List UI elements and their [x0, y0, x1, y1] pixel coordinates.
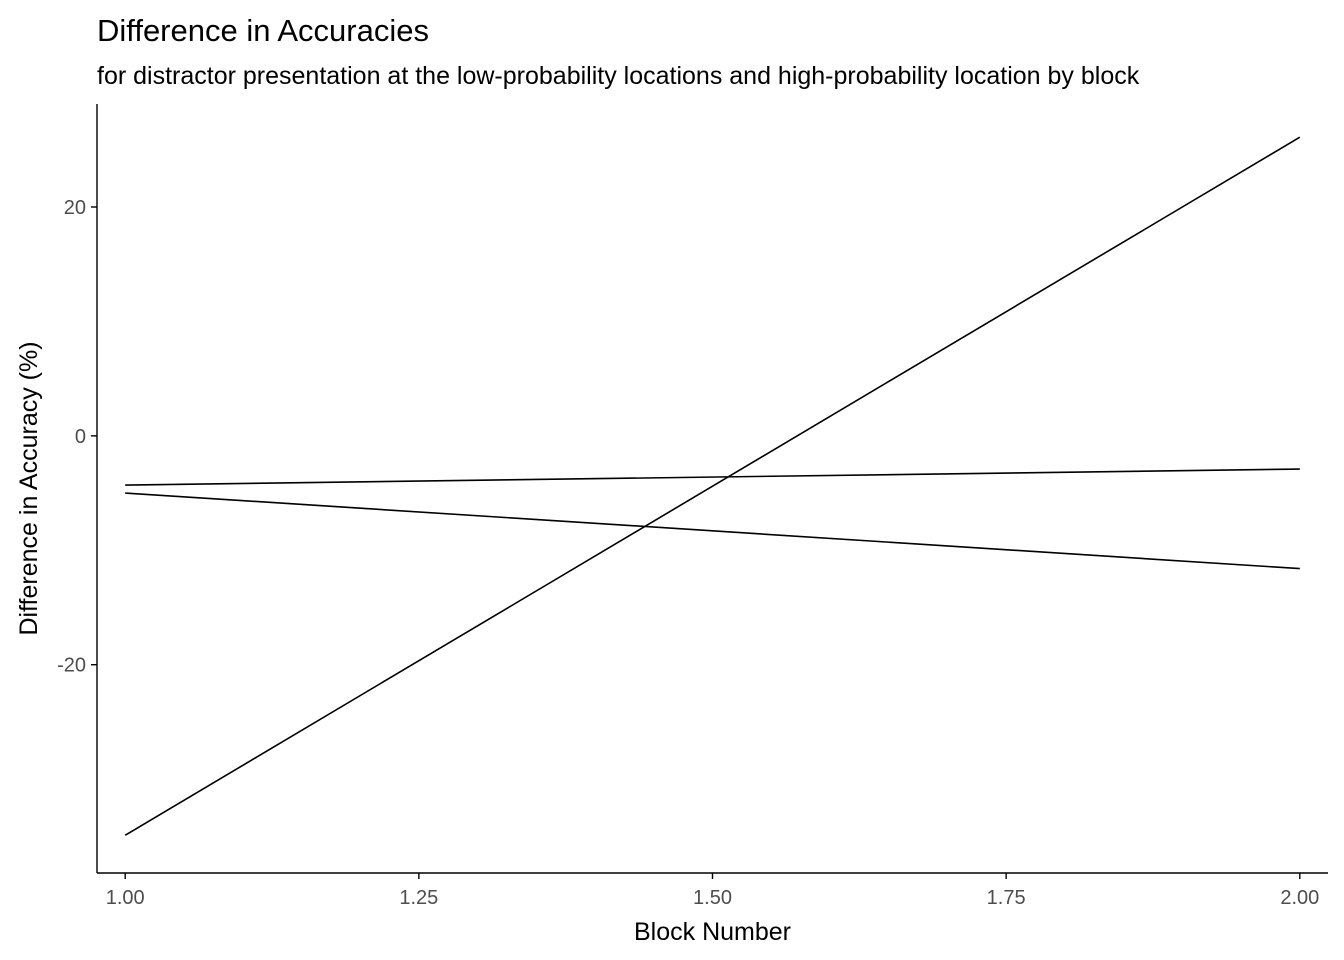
- x-tick-label: 1.25: [399, 887, 438, 909]
- x-axis-label: Block Number: [634, 918, 791, 946]
- chart-title: Difference in Accuracies: [97, 13, 429, 48]
- x-axis-ticks: 1.00 1.25 1.50 1.75 2.00: [106, 873, 1319, 909]
- series-line-3: [125, 492, 1300, 570]
- y-axis-ticks: -20 0 20: [57, 197, 97, 677]
- series-group: [124, 136, 1301, 836]
- chart-subtitle: for distractor presentation at the low-p…: [97, 62, 1140, 90]
- x-tick-label: 1.50: [693, 887, 732, 909]
- y-tick-label: 20: [64, 197, 86, 219]
- series-line-1: [124, 136, 1301, 836]
- y-tick-label: 0: [75, 426, 86, 448]
- x-tick-label: 1.75: [987, 887, 1026, 909]
- series-line-2: [125, 468, 1300, 486]
- x-tick-label: 2.00: [1280, 887, 1319, 909]
- y-axis-label: Difference in Accuracy (%): [15, 341, 43, 635]
- x-tick-label: 1.00: [106, 887, 145, 909]
- y-tick-label: -20: [57, 655, 86, 677]
